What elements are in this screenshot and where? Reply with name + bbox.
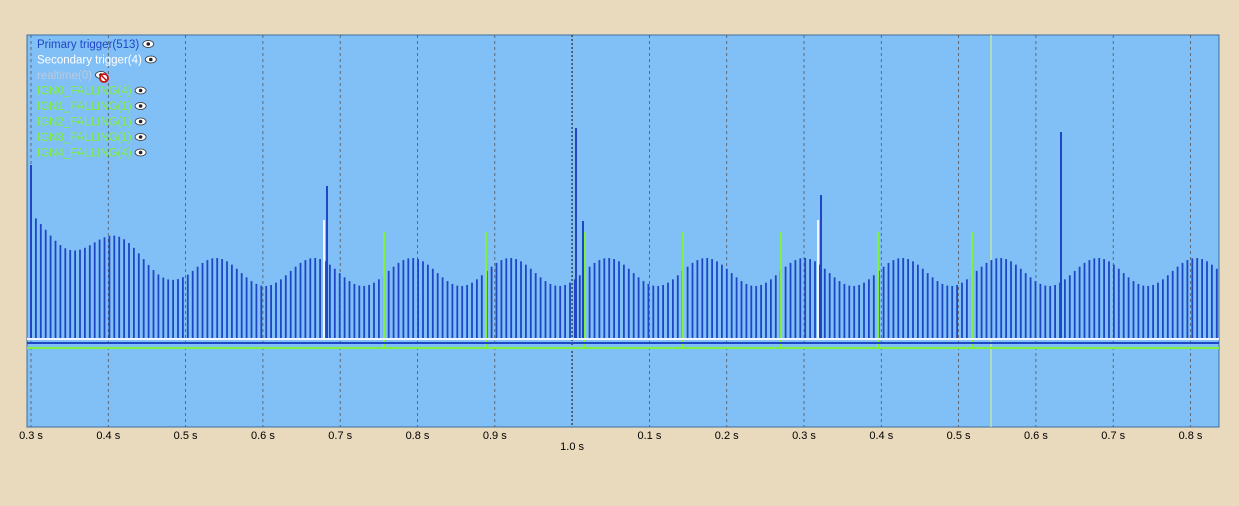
- x-tick-label: 0.7 s: [328, 430, 352, 442]
- eye-pupil: [138, 88, 143, 93]
- legend-entry: Primary trigger(513): [37, 39, 139, 51]
- hidden-slash: [100, 74, 108, 82]
- x-tick-label: 0.6 s: [251, 430, 275, 442]
- x-tick-label: 0.4 s: [869, 430, 893, 442]
- eye-pupil: [138, 104, 143, 108]
- x-tick-label: 0.5 s: [174, 430, 198, 442]
- x-tick-label: 0.4 s: [96, 430, 120, 442]
- eye-pupil: [146, 42, 151, 46]
- grid: [30, 35, 1191, 427]
- legend-entry: IGN0_FALLING(4): [37, 86, 132, 98]
- legend-entry: IGN1_FALLING(1): [37, 101, 132, 113]
- x-tick-label: 0.8 s: [1179, 430, 1203, 442]
- x-tick-label: 0.2 s: [715, 430, 739, 442]
- legend-entry: realtime(0): [37, 70, 92, 82]
- x-tick-label: 0.5 s: [947, 430, 971, 442]
- eye-pupil: [138, 135, 143, 139]
- legend-entry: IGN3_FALLING(1): [37, 132, 132, 144]
- x-tick-label: 0.9 s: [483, 430, 507, 442]
- eye-pupil: [149, 57, 153, 62]
- x-tick-label: 0.3 s: [19, 430, 43, 442]
- legend-entry: IGN2_FALLING(1): [37, 117, 132, 129]
- plot-area: [26, 34, 1220, 428]
- legend-entry: Secondary trigger(4): [37, 55, 142, 67]
- legend-entry: IGN4_FALLING(4): [37, 148, 132, 160]
- x-tick-label: 0.1 s: [637, 430, 661, 442]
- legend: Primary trigger(513) Secondary trigger(4)…: [37, 39, 157, 160]
- x-axis: 0.3 s 0.4 s 0.5 s 0.6 s 0.7 s 0.8 s 0.9 s 1.0 s…: [19, 430, 1203, 453]
- x-tick-label: 0.3 s: [792, 430, 816, 442]
- x-tick-label: 0.6 s: [1024, 430, 1048, 442]
- eye-pupil: [138, 119, 143, 124]
- x-tick-label: 1.0 s: [560, 441, 584, 453]
- x-tick-label: 0.7 s: [1101, 430, 1125, 442]
- x-tick-label: 0.8 s: [406, 430, 430, 442]
- eye-pupil: [138, 150, 143, 155]
- trace: [27, 35, 1219, 427]
